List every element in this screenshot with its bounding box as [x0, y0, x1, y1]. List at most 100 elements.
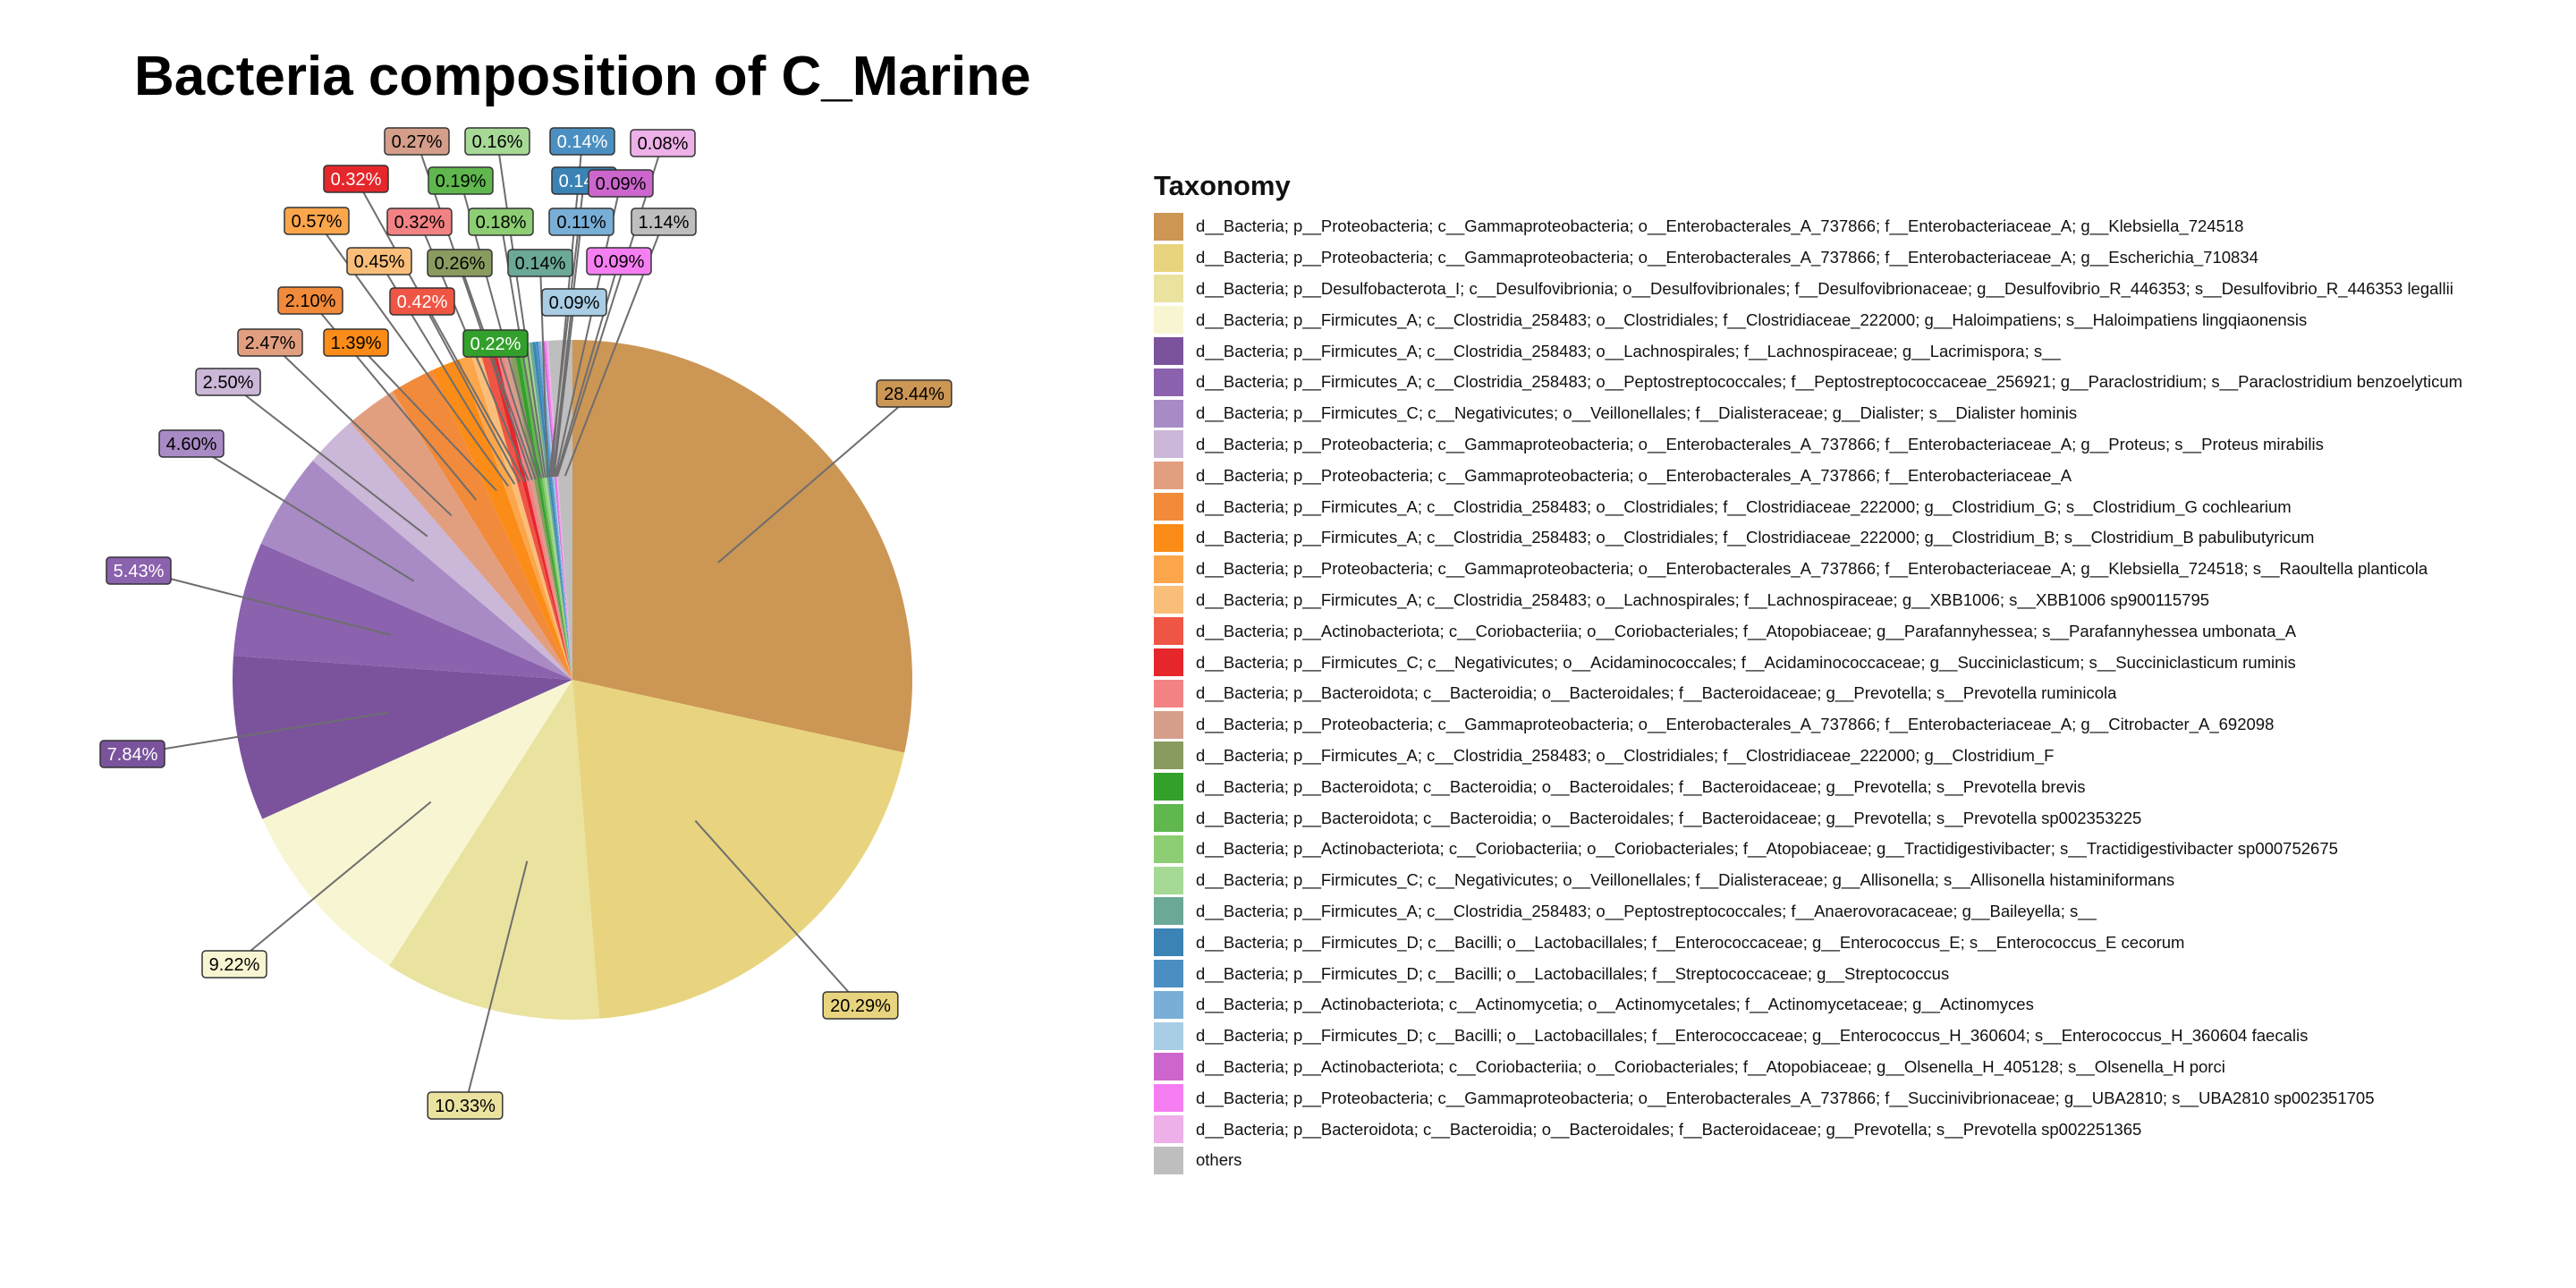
slice-data-label: 9.22% [201, 950, 267, 979]
pie-slice [260, 460, 572, 680]
legend-swatch [1154, 212, 1183, 241]
legend-item: d__Bacteria; p__Proteobacteria; c__Gamma… [1154, 242, 2462, 274]
slice-data-label: 0.14% [507, 249, 573, 277]
pie-slice [546, 340, 572, 680]
legend-item: d__Bacteria; p__Proteobacteria; c__Gamma… [1154, 554, 2462, 585]
legend-item: d__Bacteria; p__Firmicutes_A; c__Clostri… [1154, 741, 2462, 772]
legend-swatch [1154, 275, 1183, 303]
legend-item: d__Bacteria; p__Firmicutes_C; c__Negativ… [1154, 647, 2462, 678]
pie-slice [535, 341, 572, 680]
svg-text:0.16%: 0.16% [472, 132, 523, 152]
legend-swatch [1154, 741, 1183, 770]
pie-slice [312, 422, 572, 680]
leader-line [459, 262, 537, 480]
slice-data-label: 0.11% [548, 208, 614, 236]
legend-item: d__Bacteria; p__Actinobacteriota; c__Cor… [1154, 834, 2462, 865]
svg-text:0.22%: 0.22% [470, 335, 521, 354]
leader-line [496, 140, 547, 479]
legend-label: d__Bacteria; p__Firmicutes_C; c__Negativ… [1196, 870, 2175, 890]
pie-slice [529, 342, 572, 680]
slice-data-label: 0.27% [384, 127, 450, 156]
legend-label: d__Bacteria; p__Actinobacteriota; c__Act… [1196, 995, 2034, 1014]
pie-slice [232, 656, 572, 819]
leader-line [355, 342, 497, 492]
leader-line [556, 142, 664, 477]
svg-text:4.60%: 4.60% [166, 435, 217, 454]
legend-item: d__Bacteria; p__Proteobacteria; c__Gamma… [1154, 429, 2462, 461]
slice-data-label: 2.10% [277, 286, 343, 315]
legend-label: d__Bacteria; p__Firmicutes_A; c__Clostri… [1196, 589, 2210, 609]
legend-label: d__Bacteria; p__Firmicutes_D; c__Bacilli… [1196, 1026, 2309, 1046]
pie-slice [540, 341, 572, 680]
leader-line [555, 260, 620, 477]
slice-data-label: 0.09% [586, 247, 652, 275]
legend-label: d__Bacteria; p__Firmicutes_A; c__Clostri… [1196, 341, 2061, 360]
pie-slice [542, 341, 572, 680]
slice-data-label: 0.57% [284, 207, 350, 235]
slice-data-label: 0.09% [588, 169, 654, 198]
leader-line [416, 140, 533, 480]
legend-item: d__Bacteria; p__Firmicutes_C; c__Negativ… [1154, 865, 2462, 896]
legend-item: d__Bacteria; p__Actinobacteriota; c__Cor… [1154, 1052, 2462, 1083]
legend-swatch [1154, 1021, 1183, 1050]
legend-label: d__Bacteria; p__Firmicutes_C; c__Negativ… [1196, 652, 2296, 672]
legend-item: d__Bacteria; p__Firmicutes_A; c__Clostri… [1154, 491, 2462, 522]
slice-data-label: 0.32% [386, 208, 453, 236]
slice-data-label: 0.22% [462, 329, 529, 358]
legend-swatch [1154, 586, 1183, 614]
legend-item: d__Bacteria; p__Firmicutes_A; c__Clostri… [1154, 585, 2462, 616]
svg-text:2.50%: 2.50% [203, 373, 254, 393]
legend-item: d__Bacteria; p__Firmicutes_A; c__Clostri… [1154, 896, 2462, 928]
legend-label: d__Bacteria; p__Desulfobacterota_I; c__D… [1196, 278, 2453, 298]
svg-text:0.09%: 0.09% [596, 174, 647, 194]
pie-chart: 28.44% 20.29% 10.33% 9.22% 7.84% 5.43% 4.60% 2.… [99, 127, 953, 1120]
legend-label: d__Bacteria; p__Actinobacteriota; c__Cor… [1196, 1056, 2225, 1076]
legend-item: d__Bacteria; p__Bacteroidota; c__Bactero… [1154, 802, 2462, 834]
pie-slice [544, 341, 572, 680]
slice-data-label: 0.26% [427, 249, 493, 277]
legend-item: d__Bacteria; p__Firmicutes_A; c__Clostri… [1154, 367, 2462, 398]
legend-swatch [1154, 866, 1183, 894]
legend-item: d__Bacteria; p__Bacteroidota; c__Bactero… [1154, 771, 2462, 802]
leader-line [551, 221, 582, 478]
pie-slice [532, 342, 572, 680]
legend-label: d__Bacteria; p__Firmicutes_A; c__Clostri… [1196, 372, 2463, 392]
svg-text:0.26%: 0.26% [435, 254, 486, 274]
svg-text:0.14%: 0.14% [515, 254, 566, 274]
svg-text:0.32%: 0.32% [331, 170, 382, 190]
pie-slice [393, 369, 572, 680]
legend-item: d__Bacteria; p__Actinobacteriota; c__Cor… [1154, 615, 2462, 647]
legend-swatch [1154, 306, 1183, 335]
leader-line [131, 711, 389, 755]
legend-label: d__Bacteria; p__Firmicutes_A; c__Clostri… [1196, 901, 2097, 920]
legend-swatch [1154, 430, 1183, 459]
legend-item: d__Bacteria; p__Firmicutes_D; c__Bacilli… [1154, 1021, 2462, 1052]
legend-label: d__Bacteria; p__Proteobacteria; c__Gamma… [1196, 216, 2244, 236]
legend-swatch [1154, 897, 1183, 926]
pie-data-labels: 28.44% 20.29% 10.33% 9.22% 7.84% 5.43% 4.60% 2.… [99, 127, 953, 1120]
svg-text:0.08%: 0.08% [638, 134, 689, 154]
legend-swatch [1154, 243, 1183, 272]
pie-slice [488, 348, 572, 680]
slice-data-label: 2.50% [195, 368, 261, 396]
pie-slice [518, 343, 572, 680]
legend-title: Taxonomy [1154, 170, 1291, 201]
slice-data-label: 0.16% [464, 127, 530, 156]
svg-text:0.57%: 0.57% [292, 212, 343, 232]
legend-label: d__Bacteria; p__Firmicutes_D; c__Bacilli… [1196, 932, 2185, 952]
legend-item: d__Bacteria; p__Proteobacteria; c__Gamma… [1154, 709, 2462, 741]
leader-line [421, 301, 521, 484]
pie-slice [459, 355, 572, 680]
slice-data-label: 7.84% [99, 740, 165, 768]
legend-item: d__Bacteria; p__Proteobacteria; c__Gamma… [1154, 460, 2462, 491]
legend-swatch [1154, 399, 1183, 428]
slice-data-label: 1.14% [631, 208, 697, 236]
pie-slice [538, 341, 572, 680]
slice-data-label: 4.60% [158, 429, 225, 458]
svg-text:0.42%: 0.42% [397, 292, 448, 312]
legend-swatch [1154, 679, 1183, 708]
legend-swatch [1154, 1053, 1183, 1081]
legend-swatch [1154, 1084, 1183, 1113]
legend-swatch [1154, 648, 1183, 677]
legend-item: d__Bacteria; p__Proteobacteria; c__Gamma… [1154, 1082, 2462, 1114]
